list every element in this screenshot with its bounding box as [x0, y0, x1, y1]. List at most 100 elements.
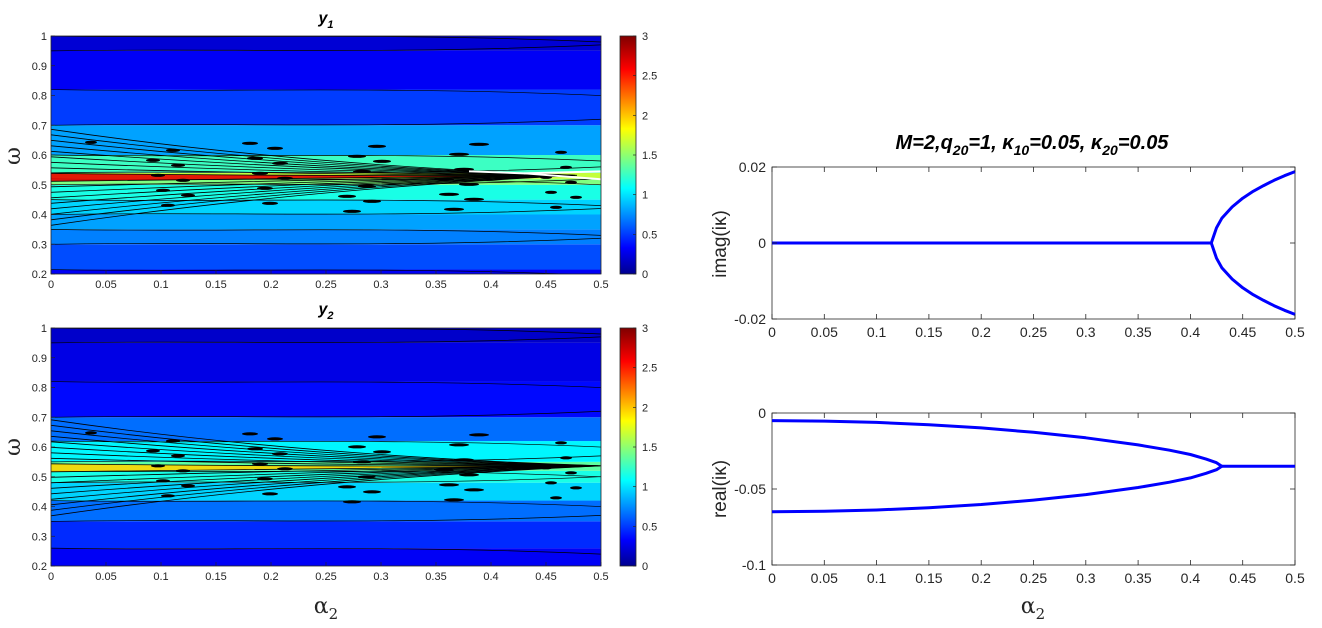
- x-tick-label: 0.4: [483, 571, 498, 583]
- contour-line: [51, 476, 601, 484]
- x-tick-label: 0.35: [425, 279, 446, 291]
- contour-speck: [247, 156, 263, 160]
- heatmap-y2-xlabel: α2: [314, 594, 338, 623]
- contour-speck: [257, 186, 273, 190]
- contour-speck: [358, 184, 376, 188]
- x-tick-label: 0.15: [915, 324, 942, 340]
- contour-speck: [560, 165, 572, 169]
- contour-speck: [464, 488, 484, 492]
- contour-speck: [434, 177, 454, 181]
- colorbar-tick-label: 0: [642, 561, 648, 573]
- heatmap-y1-title: y1: [317, 10, 333, 31]
- x-tick-label: 0.25: [315, 279, 336, 291]
- x-tick-label: 0.35: [1124, 570, 1151, 586]
- contour-speck: [550, 496, 562, 500]
- series-line: [771, 464, 1223, 514]
- contour-speck: [449, 443, 469, 447]
- contour-speck: [348, 154, 366, 158]
- heatmap-band: [51, 417, 601, 442]
- x-tick-label: 0.05: [811, 570, 838, 586]
- x-tick-label: 0.35: [1124, 324, 1151, 340]
- y-tick-label: 0.4: [32, 502, 47, 514]
- contour-speck: [267, 146, 283, 150]
- contour-speck: [262, 201, 278, 205]
- contour-speck: [257, 477, 273, 481]
- contour-line: [51, 208, 601, 215]
- contour-speck: [540, 175, 552, 179]
- line-plot-imag-series: [772, 170, 1296, 316]
- contour-line: [51, 381, 601, 388]
- contour-line: [51, 44, 601, 52]
- x-tick-label: 0.3: [1076, 570, 1096, 586]
- heatmap-band: [51, 548, 601, 566]
- colorbar-tick-label: 2: [642, 110, 648, 122]
- contour-speck: [353, 169, 371, 173]
- contour-speck: [439, 483, 459, 487]
- contour-speck: [464, 197, 484, 201]
- contour-speck: [85, 140, 97, 144]
- contour-speck: [540, 466, 552, 470]
- contour-speck: [156, 479, 170, 483]
- contour-speck: [181, 193, 195, 197]
- contour-speck: [368, 144, 386, 148]
- x-tick-label: 0.35: [425, 571, 446, 583]
- contour-speck: [85, 431, 97, 435]
- y-tick-label: 0.6: [32, 150, 47, 162]
- contour-speck: [545, 481, 557, 485]
- x-tick-label: 0.15: [205, 279, 226, 291]
- contour-line: [51, 410, 601, 418]
- series-line: [1209, 242, 1296, 316]
- y-tick-label: 0.5: [32, 472, 47, 484]
- contour-speck: [166, 148, 180, 152]
- line-plot-real-ylabel: real(iκ): [710, 460, 731, 518]
- contour-ring: [51, 419, 601, 517]
- contour-speck: [555, 441, 567, 445]
- x-tick-label: 0.45: [1229, 570, 1256, 586]
- contour-speck: [454, 458, 474, 462]
- contour-speck: [570, 486, 582, 490]
- y-tick-label: 0.8: [32, 91, 47, 103]
- x-tick-label: 0.15: [915, 570, 942, 586]
- contour-speck: [373, 159, 391, 163]
- contour-speck: [565, 180, 577, 184]
- x-tick-label: 0.1: [867, 324, 887, 340]
- colorbar-tick-label: 1.5: [642, 442, 657, 454]
- line-plot-imag-ylabel: imag(iκ): [710, 210, 731, 278]
- contour-line: [51, 118, 601, 126]
- contour-speck: [146, 158, 160, 162]
- contour-speck: [252, 462, 268, 466]
- x-tick-label: 0.5: [593, 279, 608, 291]
- x-tick-label: 0.45: [535, 571, 556, 583]
- contour-speck: [161, 203, 175, 207]
- contour-white: [523, 172, 601, 181]
- heatmap-y2-ticks: 0 0.05 0.1 0.15 0.2 0.25 0.3 0.35 0.4 0.45 0.5 0.2 0…: [32, 323, 609, 583]
- heatmap-band: [51, 214, 601, 230]
- heatmap-band: [51, 244, 601, 270]
- contour-speck: [277, 467, 293, 471]
- contour-speck: [439, 192, 459, 196]
- heatmap-y1-bands: [51, 36, 601, 274]
- contour-speck: [151, 464, 165, 468]
- contour-speck: [272, 452, 288, 456]
- contour-speck: [565, 471, 577, 475]
- line-plot-real-xlabel: α2: [1021, 594, 1045, 623]
- heatmap-y1-contours: [51, 36, 601, 274]
- heatmap-band: [51, 342, 601, 382]
- x-tick-label: 0.15: [205, 571, 226, 583]
- contour-line: [51, 269, 574, 274]
- heatmap-y1-ylabel: ω: [1, 147, 26, 165]
- colorbar-y2-ticks: 0 0.5 1 1.5 2 2.5 3: [633, 323, 657, 573]
- x-tick-label: 0.25: [315, 571, 336, 583]
- y-tick-label: 1: [41, 31, 47, 43]
- x-tick-label: 0.4: [1181, 570, 1201, 586]
- contour-line: [51, 237, 601, 245]
- contour-line: [51, 547, 601, 555]
- heatmap-y2-title: y2: [317, 301, 333, 322]
- contour-speck: [545, 190, 557, 194]
- x-tick-label: 0.5: [1285, 570, 1305, 586]
- x-tick-label: 0.2: [971, 324, 991, 340]
- y-tick-label: 0.7: [32, 412, 47, 424]
- y-tick-label: 0.4: [32, 210, 47, 222]
- x-tick-label: 0: [48, 571, 54, 583]
